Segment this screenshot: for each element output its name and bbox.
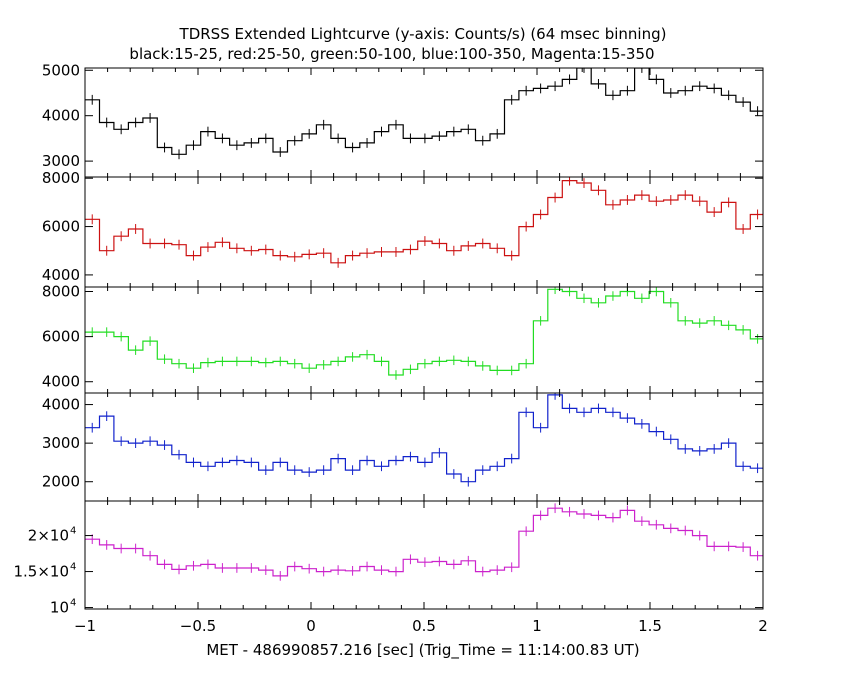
y-tick-label: 4000 (42, 266, 80, 284)
panels-group: 3000400050004000600080004000600080002000… (13, 61, 764, 617)
y-tick-label: 3000 (42, 152, 80, 170)
series-line-3 (85, 288, 763, 376)
panel-1: 3000 4000 5000 (42, 61, 764, 178)
y-tick-label: 2000 (42, 473, 80, 491)
y-tick-label: 6000 (42, 328, 80, 346)
y-tick-label: 2×10 (28, 527, 69, 545)
y-tick-label: 3000 (42, 434, 80, 452)
x-tick-label: 0.5 (412, 617, 436, 635)
series-line-4 (85, 394, 763, 483)
chart-subtitle: black:15-25, red:25-50, green:50-100, bl… (129, 45, 654, 63)
y-tick-label: 8000 (42, 283, 80, 301)
series-line-2 (85, 180, 763, 264)
x-tick-label: 1 (532, 617, 542, 635)
x-tick-label: −1 (74, 617, 96, 635)
y-tick-label: 1.5×10 (13, 563, 69, 581)
x-tick-label: 1.5 (638, 617, 662, 635)
y-tick-label: 4000 (42, 396, 80, 414)
x-axis-label: MET - 486990857.216 [sec] (Trig_Time = 1… (206, 641, 639, 660)
panel-frame (84, 176, 764, 288)
y-tick-exponent: 4 (70, 562, 76, 573)
x-tick-label: −0.5 (180, 617, 216, 635)
series-line-5 (85, 507, 763, 577)
panel-2: 4000 6000 8000 (42, 169, 764, 288)
y-tick-label: 6000 (42, 218, 80, 236)
chart-title: TDRSS Extended Lightcurve (y-axis: Count… (179, 25, 667, 43)
y-tick-label: 4000 (42, 373, 80, 391)
y-tick-label: 5000 (42, 61, 80, 79)
series-line-1 (85, 68, 763, 155)
y-tick-label: 8000 (42, 169, 80, 187)
x-tick-label: 2 (758, 617, 768, 635)
y-tick-label: 4000 (42, 107, 80, 125)
y-tick-exponent: 4 (70, 598, 76, 609)
panel-frame (84, 286, 764, 394)
y-tick-exponent: 4 (70, 526, 76, 537)
x-tick-label: 0 (306, 617, 316, 635)
panel-frame (84, 500, 764, 610)
panel-4: 2000 3000 4000 (42, 392, 764, 502)
panel-frame (84, 392, 764, 502)
panel-3: 4000 6000 8000 (42, 283, 764, 394)
x-tick-labels: −1 −0.5 0 0.5 1 1.5 2 (74, 617, 768, 635)
panel-frame (84, 67, 764, 178)
panel-5: 10 41.5×10 42×10 4 (13, 500, 764, 617)
y-tick-label: 10 (50, 599, 69, 617)
